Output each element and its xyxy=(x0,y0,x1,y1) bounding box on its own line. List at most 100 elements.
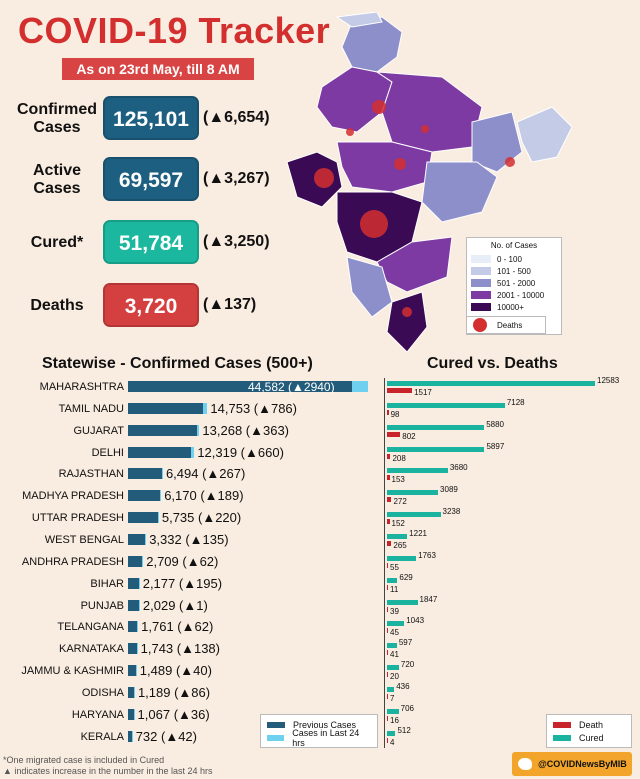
bar-cured xyxy=(387,708,399,714)
state-label: DELHI xyxy=(91,446,124,459)
state-label: KARNATAKA xyxy=(59,643,124,656)
bar-previous-cases xyxy=(128,577,139,589)
stat-value-0: 125,101 xyxy=(103,96,199,140)
bar-cured xyxy=(387,643,397,649)
map-central-north xyxy=(375,71,483,153)
bar-cured xyxy=(387,555,417,561)
state-label: MADHYA PRADESH xyxy=(22,490,124,503)
bar-cured xyxy=(387,686,395,692)
bar-previous-cases xyxy=(128,665,136,677)
stat-delta-2: (▲3,250) xyxy=(203,233,270,250)
map-northwest xyxy=(316,66,393,133)
map-legend-item: 2001 - 10000 xyxy=(471,289,557,301)
stat-label-0: Confirmed Cases xyxy=(17,101,97,136)
bar-previous-cases xyxy=(128,424,198,436)
bar-value-label: 13,268 (▲363) xyxy=(202,422,290,438)
bar-new-cases xyxy=(137,621,139,633)
death-value-label: 55 xyxy=(390,562,399,572)
bar-previous-cases xyxy=(128,621,138,633)
state-label: HARYANA xyxy=(71,708,124,721)
cured-value-label: 3238 xyxy=(442,507,461,517)
bar-cured xyxy=(387,665,399,671)
bar-cured xyxy=(387,468,448,474)
twitter-handle-badge[interactable]: @COVIDNewsByMIB xyxy=(512,752,632,776)
bar-value-label: 6,494 (▲267) xyxy=(165,466,246,482)
map-legend-swatch xyxy=(471,303,491,311)
bar-new-cases xyxy=(131,730,133,742)
death-value-label: 802 xyxy=(402,431,416,441)
state-label: BIHAR xyxy=(90,577,124,590)
cured-value-label: 1221 xyxy=(409,528,427,538)
cured-value-label: 706 xyxy=(400,703,415,713)
map-legend-swatch xyxy=(471,267,491,275)
chart-divider xyxy=(384,378,385,748)
map-legend-item: 101 - 500 xyxy=(471,265,557,277)
bar-value-label: 14,753 (▲786) xyxy=(210,400,297,416)
bar-previous-cases xyxy=(128,402,204,414)
bar-new-cases xyxy=(157,512,159,524)
bar-value-label: 732 (▲42) xyxy=(135,728,197,744)
bar-death xyxy=(387,737,388,743)
map-legend-swatch xyxy=(471,279,491,287)
bar-new-cases xyxy=(161,468,163,480)
bar-previous-cases xyxy=(128,490,161,502)
bar-new-cases xyxy=(190,446,195,458)
bar-cured xyxy=(387,490,439,496)
bar-death xyxy=(387,628,388,634)
map-tamilnadu xyxy=(386,291,428,353)
deaths-key-label: Deaths xyxy=(497,320,523,330)
bar-death xyxy=(387,650,388,656)
bar-value-label: 2,709 (▲62) xyxy=(146,553,219,569)
death-circle-icon xyxy=(473,318,487,332)
legend-cured: Cured xyxy=(579,732,604,743)
bar-new-cases xyxy=(138,599,140,611)
map-northeast xyxy=(516,106,573,163)
bar-previous-cases xyxy=(128,708,134,720)
map-legend-label: 101 - 500 xyxy=(497,266,531,276)
death-value-label: 208 xyxy=(392,453,406,463)
bar-death xyxy=(387,693,388,699)
death-value-label: 45 xyxy=(390,628,399,638)
stat-value-3: 3,720 xyxy=(103,283,199,327)
cured-value-label: 5880 xyxy=(486,419,504,429)
bar-new-cases xyxy=(197,424,200,436)
bar-new-cases xyxy=(142,555,144,567)
bar-death xyxy=(387,672,388,678)
bar-cured xyxy=(387,424,485,430)
bar-death xyxy=(387,562,388,568)
bar-death xyxy=(387,519,390,525)
deaths-key: Deaths xyxy=(466,316,546,334)
statewise-chart-title: Statewise - Confirmed Cases (500+) xyxy=(42,355,313,372)
bar-new-cases xyxy=(352,381,368,392)
state-label: JAMMU & KASHMIR xyxy=(21,665,124,678)
bar-death xyxy=(387,409,389,415)
state-label: UTTAR PRADESH xyxy=(31,512,124,525)
bar-value-label: 1,761 (▲62) xyxy=(141,619,214,635)
bar-death xyxy=(387,388,413,393)
map-north xyxy=(341,16,403,73)
bar-death xyxy=(387,431,401,437)
stat-value-2: 51,784 xyxy=(103,220,199,264)
bar-cured xyxy=(387,577,398,583)
bar-cured xyxy=(387,621,405,627)
footnote-migrated: *One migrated case is included in Cured xyxy=(3,755,165,765)
bar-new-cases xyxy=(136,643,138,655)
bar-value-label: 2,177 (▲195) xyxy=(142,575,223,591)
cured-deaths-chart-title: Cured vs. Deaths xyxy=(427,355,558,372)
bar-death xyxy=(387,540,392,546)
map-legend-label: 10000+ xyxy=(497,302,524,312)
cured-deaths-legend: Death Cured xyxy=(546,714,632,748)
india-map xyxy=(282,11,573,357)
cured-value-label: 3680 xyxy=(449,463,468,473)
map-ladakh xyxy=(335,11,383,28)
bar-value-label: 1,189 (▲86) xyxy=(137,684,211,700)
cured-value-label: 1847 xyxy=(419,594,438,604)
cured-value-label: 436 xyxy=(396,681,410,691)
bar-value-label: 1,489 (▲40) xyxy=(139,663,212,679)
bar-cured xyxy=(387,512,441,518)
state-label: PUNJAB xyxy=(80,599,124,612)
death-value-label: 153 xyxy=(391,475,405,485)
map-legend-item: 0 - 100 xyxy=(471,253,557,265)
death-value-label: 11 xyxy=(390,584,399,594)
cured-value-label: 720 xyxy=(400,660,415,670)
